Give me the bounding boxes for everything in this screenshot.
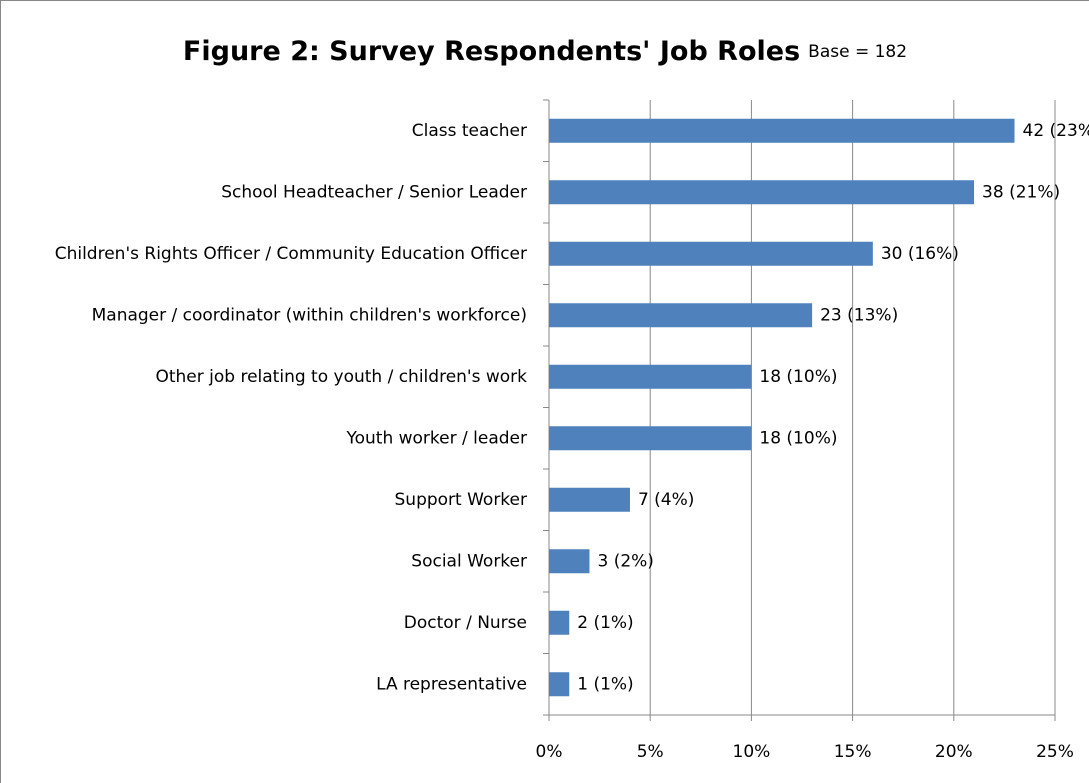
bar [549,672,570,697]
bar [549,549,590,574]
value-label: 1 (1%) [577,674,633,694]
bar [549,487,630,512]
y-tick-label: LA representative [376,674,527,694]
y-tick-label: Class teacher [412,121,527,141]
y-tick-label: Youth worker / leader [345,428,527,448]
value-label: 18 (10%) [759,367,837,387]
x-tick-label: 0% [536,742,563,762]
y-tick-label: Children's Rights Officer / Community Ed… [55,244,527,264]
value-label: 23 (13%) [820,305,898,325]
bar [549,303,813,328]
bar [549,610,570,635]
bar [549,118,1015,143]
y-tick-label: School Headteacher / Senior Leader [221,182,527,202]
y-tick-label: Social Worker [411,551,527,571]
chart-subtitle: Base = 182 [808,42,907,62]
bar [549,241,873,266]
value-label: 2 (1%) [577,613,633,633]
chart-title-block: Figure 2: Survey Respondents' Job Roles B… [183,36,907,67]
y-tick-label: Manager / coordinator (within children's… [92,305,527,325]
value-label: 18 (10%) [759,428,837,448]
bar [549,364,752,389]
bar [549,426,752,451]
bar [549,180,975,205]
y-tick-label: Doctor / Nurse [404,613,527,633]
value-label: 30 (16%) [881,244,959,264]
x-tick-label: 15% [834,742,872,762]
value-label: 3 (2%) [597,551,653,571]
x-tick-label: 25% [1036,742,1074,762]
x-tick-label: 20% [935,742,973,762]
value-label: 42 (23%) [1023,121,1089,141]
y-tick-label: Other job relating to youth / children's… [155,367,527,387]
y-tick-label: Support Worker [395,490,528,510]
value-label: 7 (4%) [638,490,694,510]
chart-title: Figure 2: Survey Respondents' Job Roles [183,36,800,67]
x-tick-label: 10% [733,742,771,762]
x-tick-label: 5% [637,742,664,762]
value-label: 38 (21%) [982,182,1060,202]
